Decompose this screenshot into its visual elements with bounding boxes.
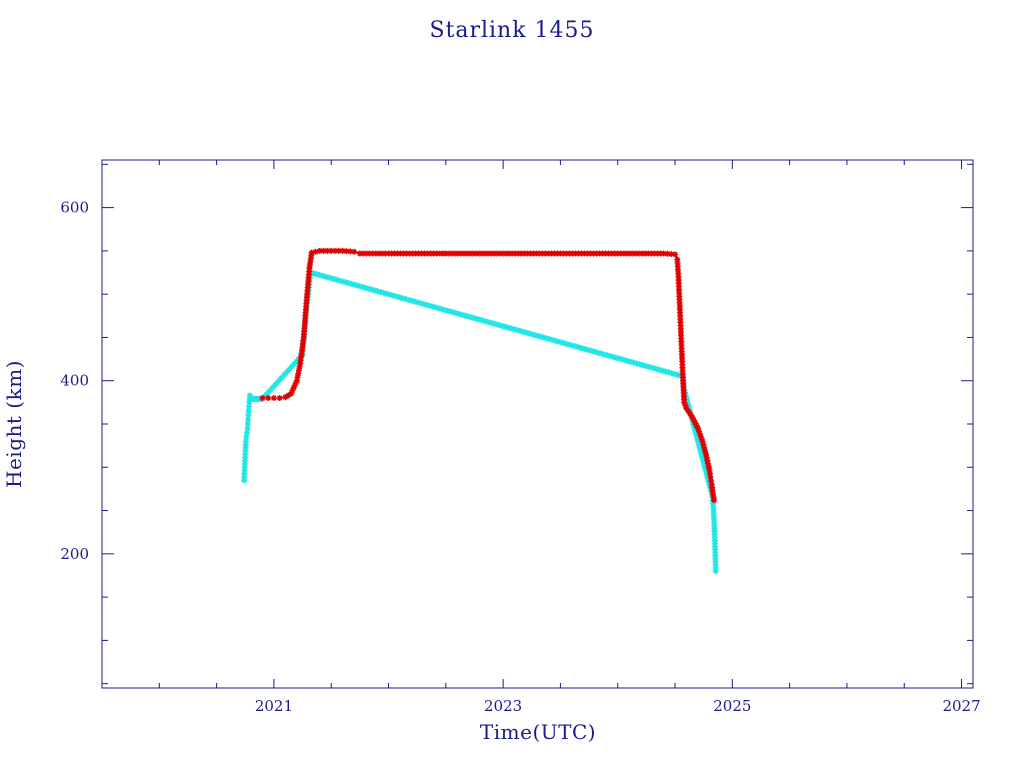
data-point-cyan [712, 568, 719, 575]
chart-title: Starlink 1455 [429, 18, 594, 43]
y-tick-label: 600 [60, 199, 89, 217]
x-tick-label: 2025 [713, 697, 751, 715]
data-point-red [259, 395, 266, 402]
data-point-red [335, 247, 342, 254]
data-point-red [324, 247, 331, 254]
y-axis-label: Height (km) [2, 360, 26, 488]
data-layer [241, 247, 719, 575]
data-point-red [710, 497, 717, 504]
data-point-cyan [245, 412, 252, 419]
trajectory-line [243, 250, 717, 572]
data-point-cyan [245, 408, 252, 415]
x-tick-label: 2027 [942, 697, 980, 715]
y-tick-label: 200 [60, 545, 89, 563]
plot-frame [101, 159, 974, 689]
x-tick-label: 2023 [484, 697, 522, 715]
data-point-red [708, 477, 715, 484]
data-point-red [265, 395, 272, 402]
data-point-cyan [245, 416, 252, 423]
data-point-red [351, 248, 358, 255]
data-point-red [270, 395, 277, 402]
x-axis-label: Time(UTC) [480, 720, 596, 744]
data-point-red [276, 395, 283, 402]
data-point-cyan [243, 433, 250, 440]
axis-ticks: 2021 2023 2025 2027 200 400 600 [60, 160, 981, 715]
x-tick-label: 2021 [255, 697, 293, 715]
plot-border [101, 159, 974, 689]
y-tick-label: 400 [60, 372, 89, 390]
data-point-red [672, 251, 679, 258]
